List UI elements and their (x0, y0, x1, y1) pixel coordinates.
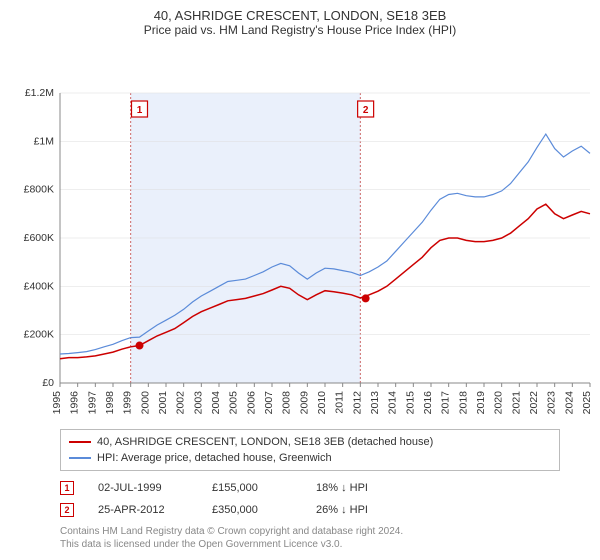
chart-svg: £0 £200K £400K £600K £800K £1M £1.2M 1995 1996 19… (10, 43, 600, 423)
x-tick-label: 2004 (210, 391, 222, 415)
chart-title-line2: Price paid vs. HM Land Registry's House … (10, 23, 590, 37)
x-tick-label: 2009 (298, 391, 310, 415)
chart-container: 40, ASHRIDGE CRESCENT, LONDON, SE18 3EB … (0, 0, 600, 559)
y-tick-label: £1.2M (25, 87, 54, 99)
x-tick-label: 2015 (404, 391, 416, 415)
y-tick-label: £200K (24, 329, 54, 341)
y-tick-label: £800K (24, 184, 54, 196)
legend-swatch (69, 457, 91, 459)
legend-label: 40, ASHRIDGE CRESCENT, LONDON, SE18 3EB … (97, 434, 433, 450)
sale-price: £155,000 (212, 477, 292, 499)
sale-delta: 26% ↓ HPI (316, 499, 368, 521)
y-tick-label: £400K (24, 280, 54, 292)
x-tick-label: 1999 (122, 391, 134, 415)
legend-swatch (69, 441, 91, 443)
chart-title-line1: 40, ASHRIDGE CRESCENT, LONDON, SE18 3EB (10, 8, 590, 23)
x-tick-label: 2001 (157, 391, 169, 415)
sales-row: 2 25-APR-2012 £350,000 26% ↓ HPI (60, 499, 590, 521)
x-tick-label: 2006 (245, 391, 257, 415)
sale-marker-number: 1 (137, 105, 143, 116)
x-tick-label: 1998 (104, 391, 116, 415)
x-tick-label: 2005 (228, 391, 240, 415)
legend: 40, ASHRIDGE CRESCENT, LONDON, SE18 3EB … (60, 429, 560, 471)
x-tick-label: 2019 (475, 391, 487, 415)
y-tick-label: £600K (24, 232, 54, 244)
x-tick-label: 2021 (510, 391, 522, 415)
x-tick-label: 2025 (581, 391, 593, 415)
x-tick-label: 2008 (281, 391, 293, 415)
sale-delta: 18% ↓ HPI (316, 477, 368, 499)
sale-marker-number: 2 (363, 105, 369, 116)
sale-dot (136, 342, 144, 350)
sale-marker-icon: 2 (60, 503, 74, 517)
x-tick-label: 2011 (334, 391, 346, 414)
x-tick-label: 2023 (546, 391, 558, 415)
legend-item: 40, ASHRIDGE CRESCENT, LONDON, SE18 3EB … (69, 434, 551, 450)
sale-date: 02-JUL-1999 (98, 477, 188, 499)
y-tick-label: £1M (34, 135, 54, 147)
x-tick-label: 2016 (422, 391, 434, 415)
x-tick-label: 1997 (86, 391, 98, 415)
x-tick-label: 2024 (563, 391, 575, 415)
x-tick-label: 1995 (51, 391, 63, 415)
chart-plot-wrap: £0 £200K £400K £600K £800K £1M £1.2M 1995 1996 19… (10, 43, 590, 423)
footer-line: Contains HM Land Registry data © Crown c… (60, 525, 590, 538)
x-tick-label: 2018 (457, 391, 469, 415)
x-tick-label: 2000 (139, 391, 151, 415)
x-tick-label: 2013 (369, 391, 381, 415)
x-tick-label: 2014 (387, 391, 399, 415)
footer-line: This data is licensed under the Open Gov… (60, 538, 590, 551)
x-tick-label: 2022 (528, 391, 540, 415)
x-tick-label: 1996 (69, 391, 81, 415)
x-tick-label: 2012 (351, 391, 363, 415)
x-tick-label: 2017 (440, 391, 452, 415)
footer: Contains HM Land Registry data © Crown c… (60, 525, 590, 551)
sale-date: 25-APR-2012 (98, 499, 188, 521)
y-tick-label: £0 (42, 377, 54, 389)
sale-marker-icon: 1 (60, 481, 74, 495)
legend-item: HPI: Average price, detached house, Gree… (69, 450, 551, 466)
sales-row: 1 02-JUL-1999 £155,000 18% ↓ HPI (60, 477, 590, 499)
x-tick-label: 2007 (263, 391, 275, 415)
x-tick-label: 2010 (316, 391, 328, 415)
sale-price: £350,000 (212, 499, 292, 521)
x-tick-label: 2020 (493, 391, 505, 415)
legend-label: HPI: Average price, detached house, Gree… (97, 450, 332, 466)
sale-dot (362, 294, 370, 302)
sales-table: 1 02-JUL-1999 £155,000 18% ↓ HPI 2 25-AP… (60, 477, 590, 521)
x-tick-label: 2003 (192, 391, 204, 415)
x-tick-label: 2002 (175, 391, 187, 415)
